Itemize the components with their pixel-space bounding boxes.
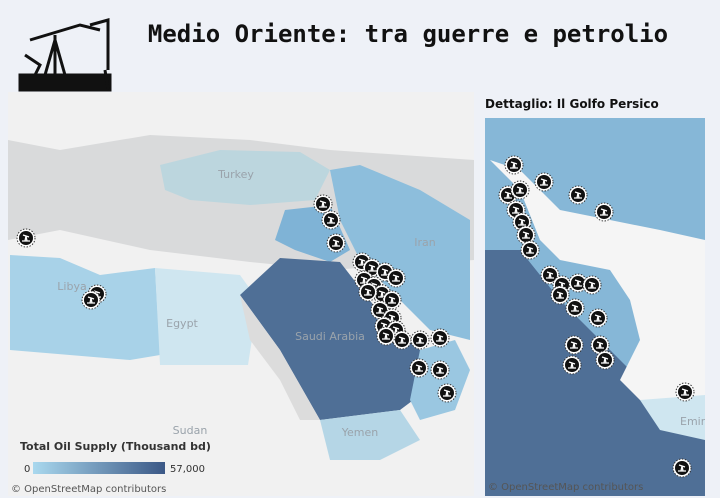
map-label: Saudi Arabia [295,330,365,343]
oil-field-icon [409,358,429,378]
inset-title: Dettaglio: Il Golfo Persico [485,97,659,111]
oil-field-icon [504,155,524,175]
map-label: Iran [414,236,436,249]
main-map: Turkey Iran Libya Egypt Saudi Arabia Sud… [8,92,474,496]
oil-field-icon [437,383,457,403]
oil-field-icon [534,172,554,192]
map-label: Sudan [173,424,208,437]
oil-field-icon [81,290,101,310]
legend-title: Total Oil Supply (Thousand bd) [20,440,211,453]
oil-field-icon [594,202,614,222]
oil-field-icon [562,355,582,375]
map-label: Emirates [680,415,720,428]
oil-field-icon [588,308,608,328]
oil-field-icon [510,180,530,200]
attribution: © OpenStreetMap contributors [11,484,166,495]
oil-field-icon [565,298,585,318]
map-label: Libya [57,280,86,293]
oil-field-icon [386,268,406,288]
attribution: © OpenStreetMap contributors [488,482,643,493]
oil-field-icon [392,330,412,350]
oil-field-icon [430,328,450,348]
oil-field-icon [313,194,333,214]
legend-scale [33,462,165,474]
oil-field-icon [321,210,341,230]
map-label: Egypt [166,317,198,330]
oil-field-icon [16,228,36,248]
oil-field-icon [568,185,588,205]
oil-field-icon [430,360,450,380]
oil-pump-icon [18,18,112,92]
map-label: Yemen [341,426,379,439]
legend-max: 57,000 [170,464,205,475]
oil-field-icon [376,326,396,346]
oil-field-icon [358,282,378,302]
oil-field-icon [550,285,570,305]
oil-field-icon [582,275,602,295]
oil-field-icon [564,335,584,355]
map-label: Turkey [217,168,254,181]
oil-field-icon [672,458,692,478]
oil-field-icon [326,233,346,253]
inset-map: Emirates © OpenStreetMap contributors [485,118,720,496]
oil-field-icon [520,240,540,260]
legend-min: 0 [24,464,30,475]
oil-field-icon [675,382,695,402]
oil-field-icon [595,350,615,370]
title: Medio Oriente: tra guerre e petrolio [148,20,668,48]
oil-field-icon [410,330,430,350]
